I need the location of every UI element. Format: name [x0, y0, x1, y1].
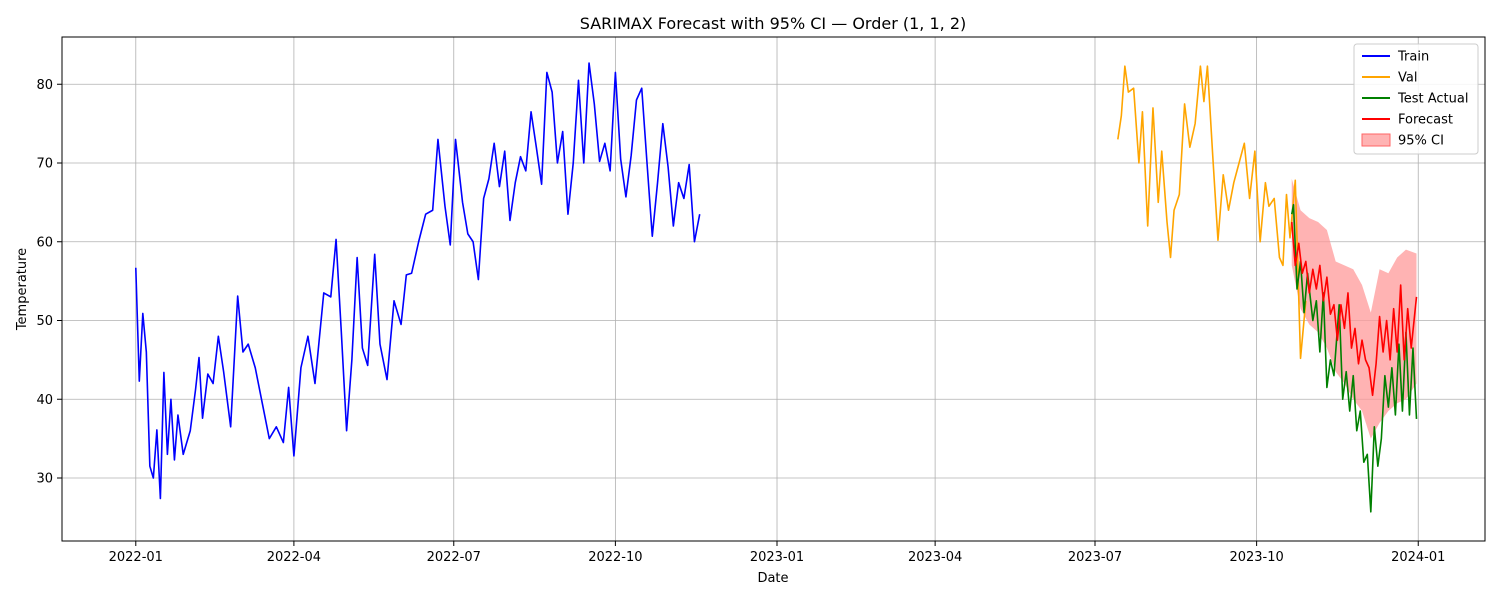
y-axis-label: Temperature [15, 248, 30, 331]
y-axis-ticks: 30 40 50 60 70 80 [36, 78, 62, 487]
legend-swatch-95-ci [1361, 133, 1391, 147]
x-tick-label: 2022-01 [109, 550, 163, 565]
ci-band [1291, 178, 1417, 439]
legend-label-val: Val [1398, 71, 1417, 86]
y-tick-label: 60 [36, 235, 53, 250]
x-tick-label: 2024-01 [1391, 550, 1445, 565]
legend-label-test-actual: Test Actual [1397, 92, 1468, 107]
y-tick-label: 40 [36, 393, 53, 408]
x-tick-label: 2022-04 [267, 550, 321, 565]
series-line-train [134, 62, 701, 500]
x-axis-ticks: 2022-01 2022-04 2022-07 2022-10 2023-01 2023-… [109, 541, 1445, 565]
y-tick-label: 80 [36, 78, 53, 93]
legend-label-forecast: Forecast [1398, 113, 1453, 128]
chart-title: SARIMAX Forecast with 95% CI — Order (1,… [580, 14, 966, 33]
legend-label-train: Train [1397, 50, 1429, 65]
y-tick-label: 70 [36, 157, 53, 172]
legend: Train Val Test Actual Forecast 95% CI [1353, 43, 1479, 155]
legend-label-95-ci: 95% CI [1398, 134, 1444, 149]
x-tick-label: 2022-10 [588, 550, 642, 565]
series-layer [134, 62, 1418, 513]
series-line-val [1117, 65, 1307, 360]
y-tick-label: 30 [36, 472, 53, 487]
plot-area-frame [61, 36, 1486, 542]
x-tick-label: 2023-04 [908, 550, 962, 565]
x-tick-label: 2023-07 [1068, 550, 1122, 565]
x-tick-label: 2023-01 [750, 550, 804, 565]
legend-box [1353, 43, 1479, 155]
ci-band-layer [1291, 178, 1417, 439]
x-tick-label: 2022-07 [427, 550, 481, 565]
x-tick-label: 2023-10 [1229, 550, 1283, 565]
series-line-test-actual [1290, 203, 1418, 513]
y-tick-label: 50 [36, 314, 53, 329]
x-axis-label: Date [757, 571, 788, 586]
series-line-forecast [1290, 221, 1418, 397]
